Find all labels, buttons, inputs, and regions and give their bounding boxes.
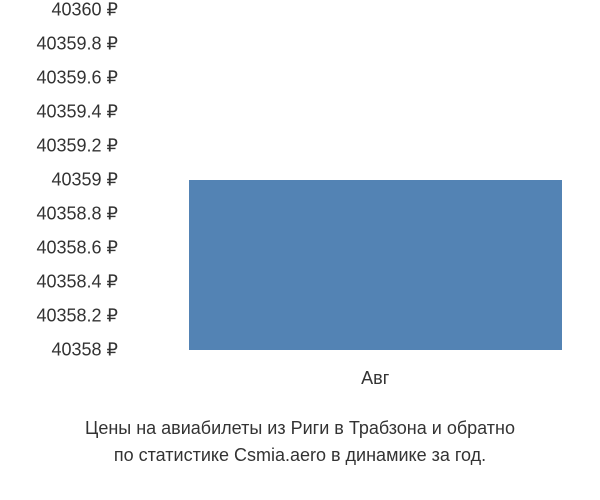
- y-axis-tick-label: 40358.8 ₽: [36, 204, 118, 225]
- y-axis-tick-label: 40360 ₽: [51, 0, 118, 21]
- y-axis-tick-label: 40359.2 ₽: [36, 136, 118, 157]
- chart-caption: Цены на авиабилеты из Риги в Трабзона и …: [0, 415, 600, 469]
- y-axis-tick-label: 40358 ₽: [51, 340, 118, 361]
- x-axis-tick-label: Авг: [361, 368, 389, 389]
- y-axis-tick-label: 40358.4 ₽: [36, 272, 118, 293]
- caption-line-1: Цены на авиабилеты из Риги в Трабзона и …: [0, 415, 600, 442]
- y-axis-tick-label: 40358.2 ₽: [36, 306, 118, 327]
- plot-region: [125, 10, 580, 350]
- caption-line-2: по статистике Csmia.aero в динамике за г…: [0, 442, 600, 469]
- bar: [189, 180, 562, 350]
- price-chart: 40360 ₽40359.8 ₽40359.6 ₽40359.4 ₽40359.…: [0, 10, 600, 380]
- y-axis-tick-label: 40359 ₽: [51, 170, 118, 191]
- y-axis-tick-label: 40359.8 ₽: [36, 34, 118, 55]
- y-axis-tick-label: 40358.6 ₽: [36, 238, 118, 259]
- y-axis-tick-label: 40359.6 ₽: [36, 68, 118, 89]
- y-axis-tick-label: 40359.4 ₽: [36, 102, 118, 123]
